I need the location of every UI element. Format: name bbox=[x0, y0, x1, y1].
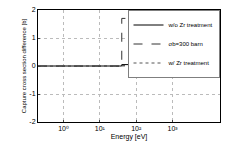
svg-text:10¹: 10¹ bbox=[95, 125, 106, 132]
svg-text:Energy [eV]: Energy [eV] bbox=[111, 133, 148, 141]
svg-text:10³: 10³ bbox=[168, 125, 179, 132]
svg-text:w/ Zr treatment: w/ Zr treatment bbox=[168, 60, 210, 66]
svg-text:2: 2 bbox=[32, 6, 36, 13]
svg-text:w/o Zr treatment: w/o Zr treatment bbox=[168, 22, 213, 28]
svg-text:10⁰: 10⁰ bbox=[58, 125, 69, 132]
svg-text:Capture cross section differen: Capture cross section difference [b] bbox=[21, 19, 27, 114]
svg-text:-2: -2 bbox=[29, 118, 35, 125]
svg-text:1: 1 bbox=[32, 34, 36, 41]
svg-text:0: 0 bbox=[32, 62, 36, 69]
svg-text:-1: -1 bbox=[29, 90, 35, 97]
svg-text:10²: 10² bbox=[131, 125, 142, 132]
svg-text:σb=300 barn: σb=300 barn bbox=[169, 41, 203, 47]
